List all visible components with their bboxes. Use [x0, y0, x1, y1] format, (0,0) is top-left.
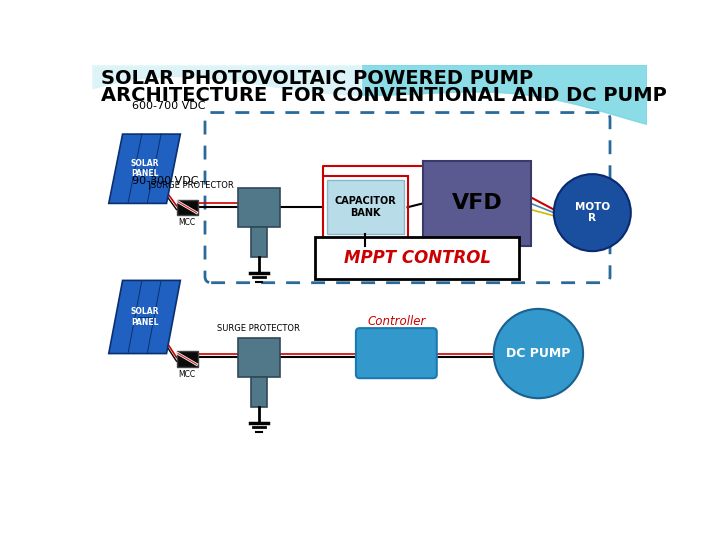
Text: MPPT CONTROL: MPPT CONTROL	[343, 249, 490, 267]
Circle shape	[554, 174, 631, 251]
Text: SOLAR PHOTOVOLTAIC POWERED PUMP: SOLAR PHOTOVOLTAIC POWERED PUMP	[101, 69, 534, 87]
Text: 90-300 VDC: 90-300 VDC	[132, 177, 198, 186]
Bar	[323, 177, 408, 238]
Bar	[176, 351, 198, 367]
Text: SURGE PROTECTOR: SURGE PROTECTOR	[217, 324, 300, 333]
Text: 600-700 VDC: 600-700 VDC	[132, 101, 205, 111]
Text: MOTO
R: MOTO R	[575, 202, 610, 224]
Text: DC PUMP: DC PUMP	[506, 347, 570, 360]
Circle shape	[494, 309, 583, 398]
FancyBboxPatch shape	[238, 338, 281, 377]
Bar	[315, 237, 519, 279]
Polygon shape	[109, 134, 180, 204]
Text: VFD: VFD	[451, 193, 502, 213]
FancyBboxPatch shape	[251, 226, 266, 257]
Text: MCC: MCC	[179, 218, 196, 227]
FancyBboxPatch shape	[251, 377, 266, 408]
Text: ARCHITECTURE  FOR CONVENTIONAL AND DC PUMP: ARCHITECTURE FOR CONVENTIONAL AND DC PUM…	[101, 85, 667, 105]
Text: SOLAR
PANEL: SOLAR PANEL	[130, 307, 159, 327]
FancyBboxPatch shape	[238, 188, 281, 226]
Bar	[176, 200, 198, 215]
Polygon shape	[109, 280, 180, 354]
Text: |SURGE PROTECTOR: |SURGE PROTECTOR	[148, 181, 234, 190]
Text: SOLAR
PANEL: SOLAR PANEL	[130, 159, 159, 178]
Text: Controller: Controller	[367, 315, 426, 328]
Bar	[327, 180, 404, 234]
FancyBboxPatch shape	[356, 328, 437, 378]
Text: MCC: MCC	[179, 370, 196, 379]
Bar	[423, 161, 531, 246]
Text: CAPACITOR
BANK: CAPACITOR BANK	[334, 197, 396, 218]
